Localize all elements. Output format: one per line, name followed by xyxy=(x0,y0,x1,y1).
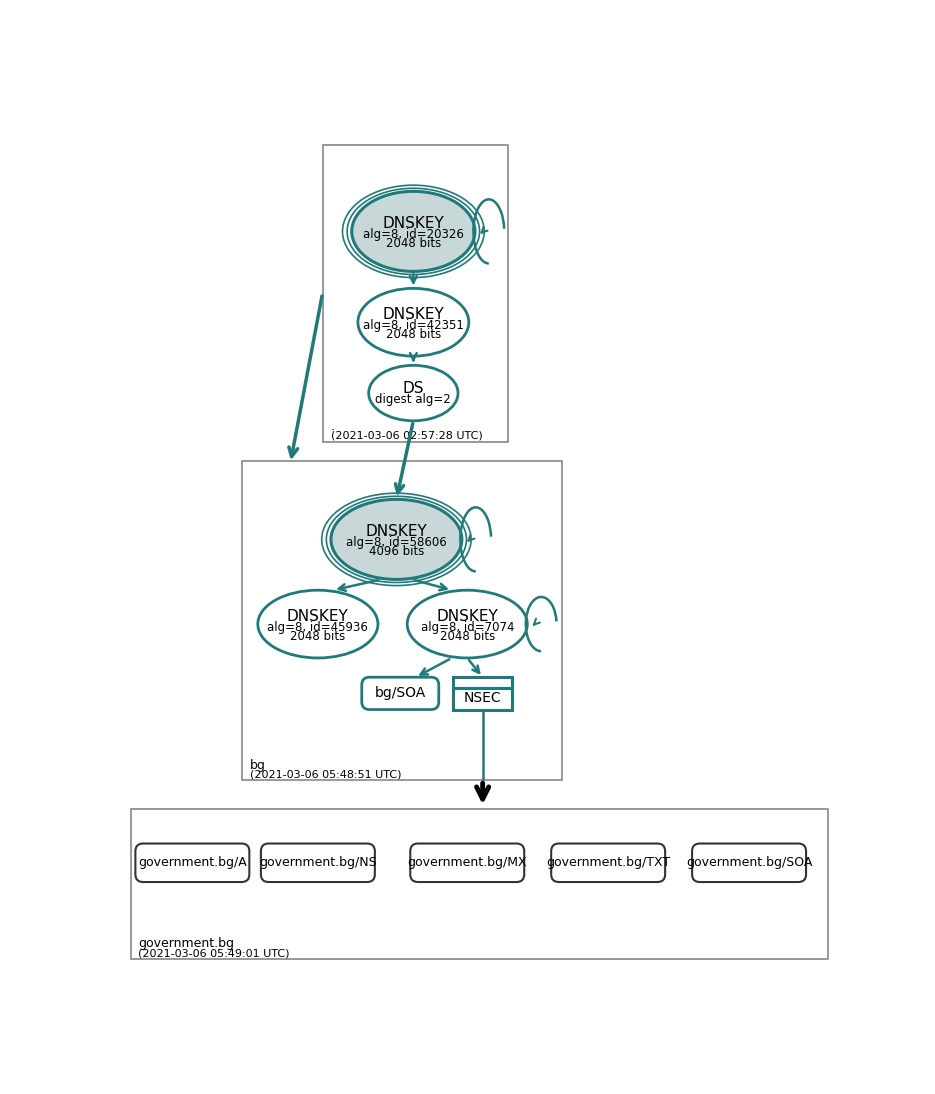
Text: government.bg/NS: government.bg/NS xyxy=(259,857,377,870)
Text: government.bg/MX: government.bg/MX xyxy=(408,857,527,870)
Text: government.bg: government.bg xyxy=(138,938,235,951)
Text: 2048 bits: 2048 bits xyxy=(386,328,441,341)
FancyBboxPatch shape xyxy=(136,843,250,882)
Text: (2021-03-06 02:57:28 UTC): (2021-03-06 02:57:28 UTC) xyxy=(331,431,482,441)
Text: government.bg/A: government.bg/A xyxy=(138,857,247,870)
Text: 2048 bits: 2048 bits xyxy=(290,630,346,643)
Ellipse shape xyxy=(352,191,475,271)
Ellipse shape xyxy=(408,590,527,657)
Bar xyxy=(242,461,562,780)
Text: 4096 bits: 4096 bits xyxy=(368,545,424,558)
Text: alg=8, id=20326: alg=8, id=20326 xyxy=(363,228,464,241)
Text: DNSKEY: DNSKEY xyxy=(366,524,427,539)
Bar xyxy=(131,808,827,959)
Bar xyxy=(453,677,512,710)
Text: bg: bg xyxy=(251,759,266,772)
Text: DNSKEY: DNSKEY xyxy=(382,307,444,322)
Text: DNSKEY: DNSKEY xyxy=(437,609,498,624)
FancyBboxPatch shape xyxy=(362,677,439,710)
FancyBboxPatch shape xyxy=(552,843,665,882)
Text: .: . xyxy=(331,420,335,433)
Text: (2021-03-06 05:48:51 UTC): (2021-03-06 05:48:51 UTC) xyxy=(251,769,402,780)
Bar xyxy=(324,146,508,442)
Text: government.bg/SOA: government.bg/SOA xyxy=(686,857,813,870)
Ellipse shape xyxy=(258,590,378,657)
Ellipse shape xyxy=(331,499,462,580)
FancyBboxPatch shape xyxy=(261,843,375,882)
Text: alg=8, id=45936: alg=8, id=45936 xyxy=(267,620,368,633)
Text: alg=8, id=58606: alg=8, id=58606 xyxy=(346,536,447,549)
Text: 2048 bits: 2048 bits xyxy=(439,630,495,643)
Text: digest alg=2: digest alg=2 xyxy=(376,393,452,406)
Text: (2021-03-06 05:49:01 UTC): (2021-03-06 05:49:01 UTC) xyxy=(138,948,290,958)
Text: 2048 bits: 2048 bits xyxy=(386,237,441,251)
Text: alg=8, id=42351: alg=8, id=42351 xyxy=(363,318,464,331)
Text: bg/SOA: bg/SOA xyxy=(375,686,425,700)
FancyBboxPatch shape xyxy=(410,843,525,882)
Text: DNSKEY: DNSKEY xyxy=(382,217,444,231)
Text: NSEC: NSEC xyxy=(464,691,501,705)
Text: DNSKEY: DNSKEY xyxy=(287,609,349,624)
Ellipse shape xyxy=(358,289,468,357)
Text: government.bg/TXT: government.bg/TXT xyxy=(546,857,670,870)
Text: DS: DS xyxy=(403,381,424,396)
Ellipse shape xyxy=(368,365,458,421)
FancyBboxPatch shape xyxy=(692,843,806,882)
Text: alg=8, id=7074: alg=8, id=7074 xyxy=(421,620,514,633)
